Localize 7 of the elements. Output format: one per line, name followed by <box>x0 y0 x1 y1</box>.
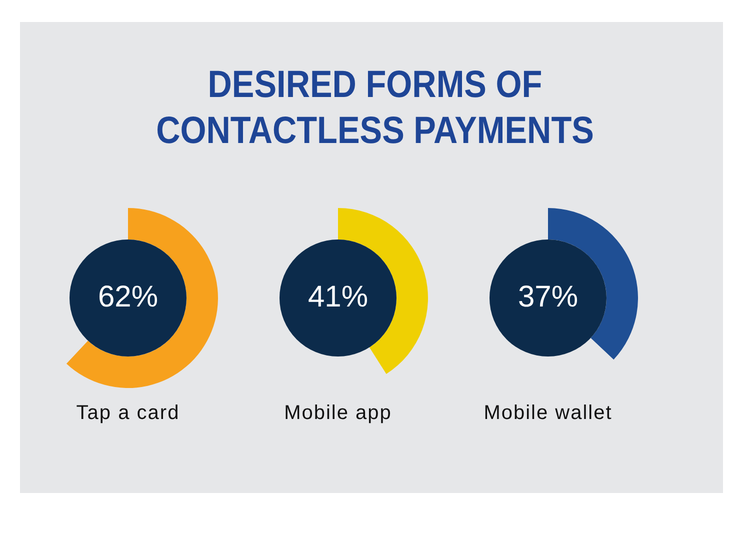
text: Mobile app <box>283 402 393 425</box>
text: Mobile wallet <box>482 402 614 425</box>
data-label: 62% <box>98 280 158 314</box>
text: Tap a card <box>75 402 181 425</box>
data-label: 37% <box>518 280 578 314</box>
data-label: 41% <box>308 280 368 314</box>
text: DESIRED FORMS OF CONTACTLESS PAYMENTS <box>155 63 595 154</box>
